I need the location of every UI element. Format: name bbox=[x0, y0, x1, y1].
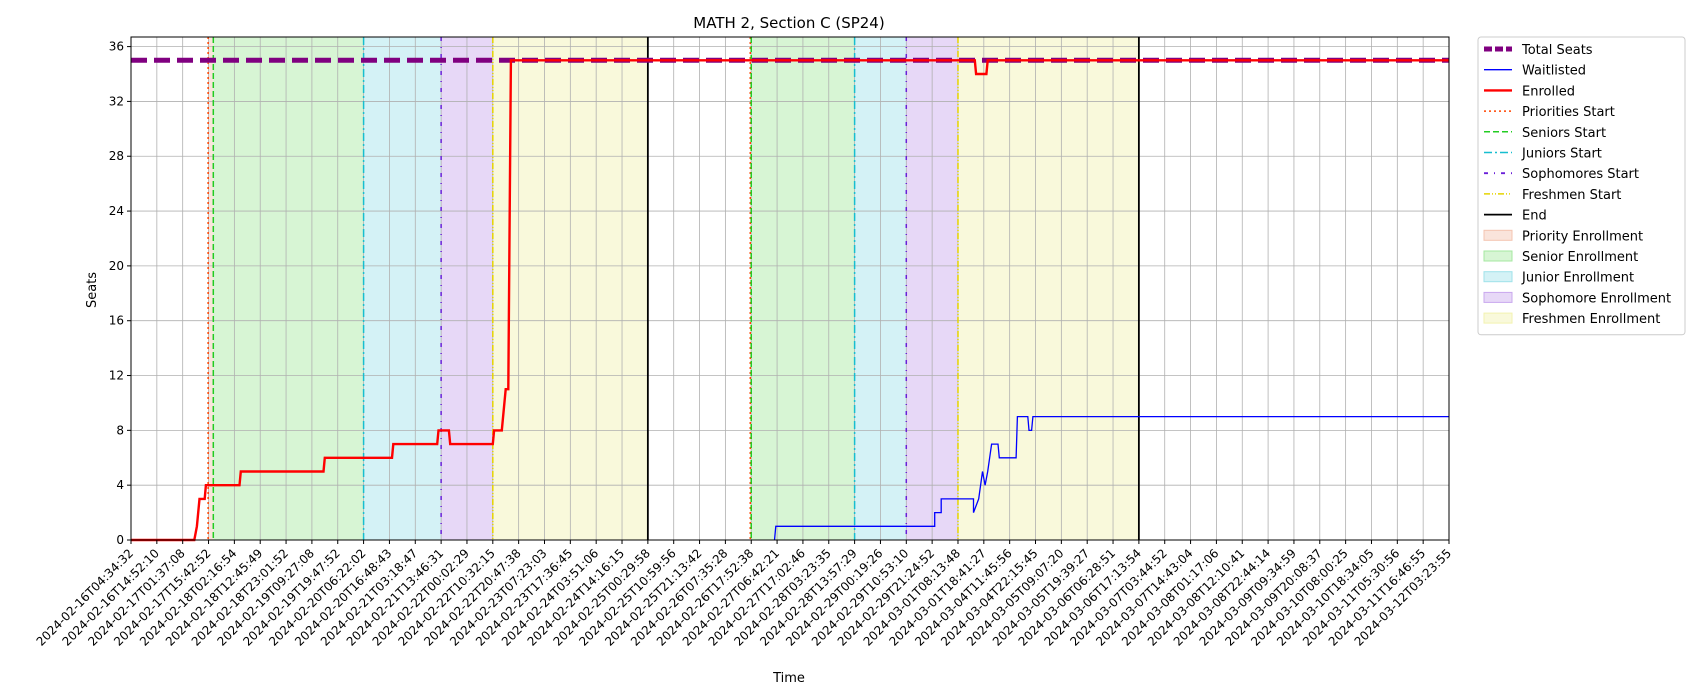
legend-item-juniors-start: Juniors Start bbox=[1484, 147, 1602, 162]
chart-title: MATH 2, Section C (SP24) bbox=[693, 14, 884, 32]
legend-item-freshmen-start-label: Freshmen Start bbox=[1522, 188, 1621, 203]
y-tick-label-4: 16 bbox=[109, 314, 124, 328]
legend-item-seniors-start: Seniors Start bbox=[1484, 126, 1606, 141]
y-tick-label-1: 4 bbox=[116, 478, 124, 492]
y-tick-label-6: 24 bbox=[109, 204, 124, 218]
legend-frame bbox=[1477, 36, 1686, 336]
plot-background bbox=[131, 37, 1449, 540]
legend-item-junior-enrollment-swatch bbox=[1483, 271, 1513, 283]
legend-item-sophomores-start-label: Sophomores Start bbox=[1522, 167, 1639, 182]
y-tick-label-7: 28 bbox=[109, 149, 124, 163]
legend-item-end-label: End bbox=[1522, 209, 1547, 224]
span-priority-enrollment-0 bbox=[208, 37, 214, 540]
legend-item-sophomore-enrollment-label: Sophomore Enrollment bbox=[1522, 291, 1671, 306]
span-freshmen-enrollment-9 bbox=[957, 37, 1139, 540]
legend-item-priorities-start: Priorities Start bbox=[1484, 105, 1615, 120]
legend-item-sophomore-enrollment-swatch bbox=[1483, 291, 1513, 303]
series-waitlisted bbox=[773, 415, 1449, 541]
legend-item-junior-enrollment: Junior Enrollment bbox=[1483, 271, 1634, 286]
legend: Total Seats Waitlisted Enrolled Priorities … bbox=[1477, 36, 1686, 336]
plot-frame bbox=[130, 36, 1450, 541]
x-axis-label: Time bbox=[772, 671, 805, 686]
y-tick-label-2: 8 bbox=[116, 423, 124, 437]
legend-item-total-seats: Total Seats bbox=[1484, 43, 1593, 58]
legend-item-sophomore-enrollment: Sophomore Enrollment bbox=[1483, 291, 1671, 306]
legend-item-freshmen-start: Freshmen Start bbox=[1484, 188, 1621, 203]
legend-item-enrolled-label: Enrolled bbox=[1522, 84, 1575, 99]
legend-item-priority-enrollment: Priority Enrollment bbox=[1483, 229, 1643, 244]
legend-item-waitlisted: Waitlisted bbox=[1484, 64, 1586, 79]
legend-item-seniors-start-label: Seniors Start bbox=[1522, 126, 1606, 141]
legend-item-total-seats-label: Total Seats bbox=[1521, 43, 1593, 58]
legend-item-priorities-start-label: Priorities Start bbox=[1522, 105, 1615, 120]
legend-item-freshmen-enrollment-swatch bbox=[1483, 312, 1513, 324]
y-axis-label: Seats bbox=[85, 272, 100, 308]
span-junior-enrollment-2 bbox=[363, 37, 442, 540]
y-tick-label-8: 32 bbox=[109, 94, 124, 108]
legend-item-junior-enrollment-label: Junior Enrollment bbox=[1521, 271, 1634, 286]
y-tick-label-0: 0 bbox=[116, 533, 124, 547]
plot-area: 048121620242832362024-02-16T04:34:322024… bbox=[34, 36, 1454, 649]
legend-item-senior-enrollment-label: Senior Enrollment bbox=[1522, 250, 1638, 265]
series-enrolled bbox=[131, 59, 1449, 542]
legend-item-priority-enrollment-swatch bbox=[1483, 229, 1513, 241]
span-senior-enrollment-1 bbox=[213, 37, 364, 540]
legend-item-freshmen-enrollment-label: Freshmen Enrollment bbox=[1522, 312, 1660, 327]
legend-item-waitlisted-label: Waitlisted bbox=[1522, 64, 1586, 79]
y-tick-label-5: 20 bbox=[109, 259, 124, 273]
legend-item-enrolled: Enrolled bbox=[1484, 84, 1575, 99]
legend-item-senior-enrollment-swatch bbox=[1483, 250, 1513, 262]
legend-item-senior-enrollment: Senior Enrollment bbox=[1483, 250, 1638, 265]
legend-item-priority-enrollment-label: Priority Enrollment bbox=[1522, 229, 1643, 244]
y-tick-label-9: 36 bbox=[109, 40, 124, 54]
legend-item-end: End bbox=[1484, 209, 1547, 224]
y-tick-label-3: 12 bbox=[109, 369, 124, 383]
legend-item-sophomores-start: Sophomores Start bbox=[1484, 167, 1639, 182]
legend-item-freshmen-enrollment: Freshmen Enrollment bbox=[1483, 312, 1660, 327]
legend-item-juniors-start-label: Juniors Start bbox=[1521, 147, 1602, 162]
